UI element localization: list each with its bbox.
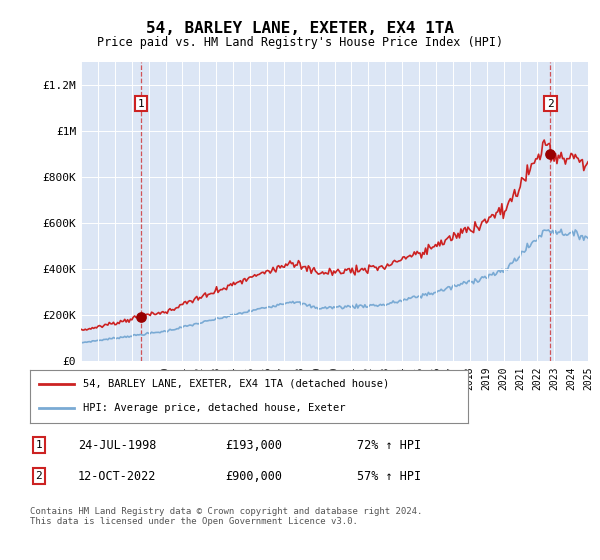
Text: 72% ↑ HPI: 72% ↑ HPI [357,438,421,452]
Text: 57% ↑ HPI: 57% ↑ HPI [357,469,421,483]
Text: 2: 2 [35,471,43,481]
Text: 54, BARLEY LANE, EXETER, EX4 1TA (detached house): 54, BARLEY LANE, EXETER, EX4 1TA (detach… [83,379,389,389]
Text: 24-JUL-1998: 24-JUL-1998 [78,438,157,452]
Text: HPI: Average price, detached house, Exeter: HPI: Average price, detached house, Exet… [83,403,345,413]
Text: 1: 1 [35,440,43,450]
Text: 2: 2 [547,99,554,109]
Text: £900,000: £900,000 [225,469,282,483]
Point [136,312,146,321]
Text: £193,000: £193,000 [225,438,282,452]
Text: 54, BARLEY LANE, EXETER, EX4 1TA: 54, BARLEY LANE, EXETER, EX4 1TA [146,21,454,36]
Text: 1: 1 [138,99,145,109]
Text: Price paid vs. HM Land Registry's House Price Index (HPI): Price paid vs. HM Land Registry's House … [97,36,503,49]
Point [545,150,555,158]
Text: 12-OCT-2022: 12-OCT-2022 [78,469,157,483]
Text: Contains HM Land Registry data © Crown copyright and database right 2024.
This d: Contains HM Land Registry data © Crown c… [30,507,422,526]
